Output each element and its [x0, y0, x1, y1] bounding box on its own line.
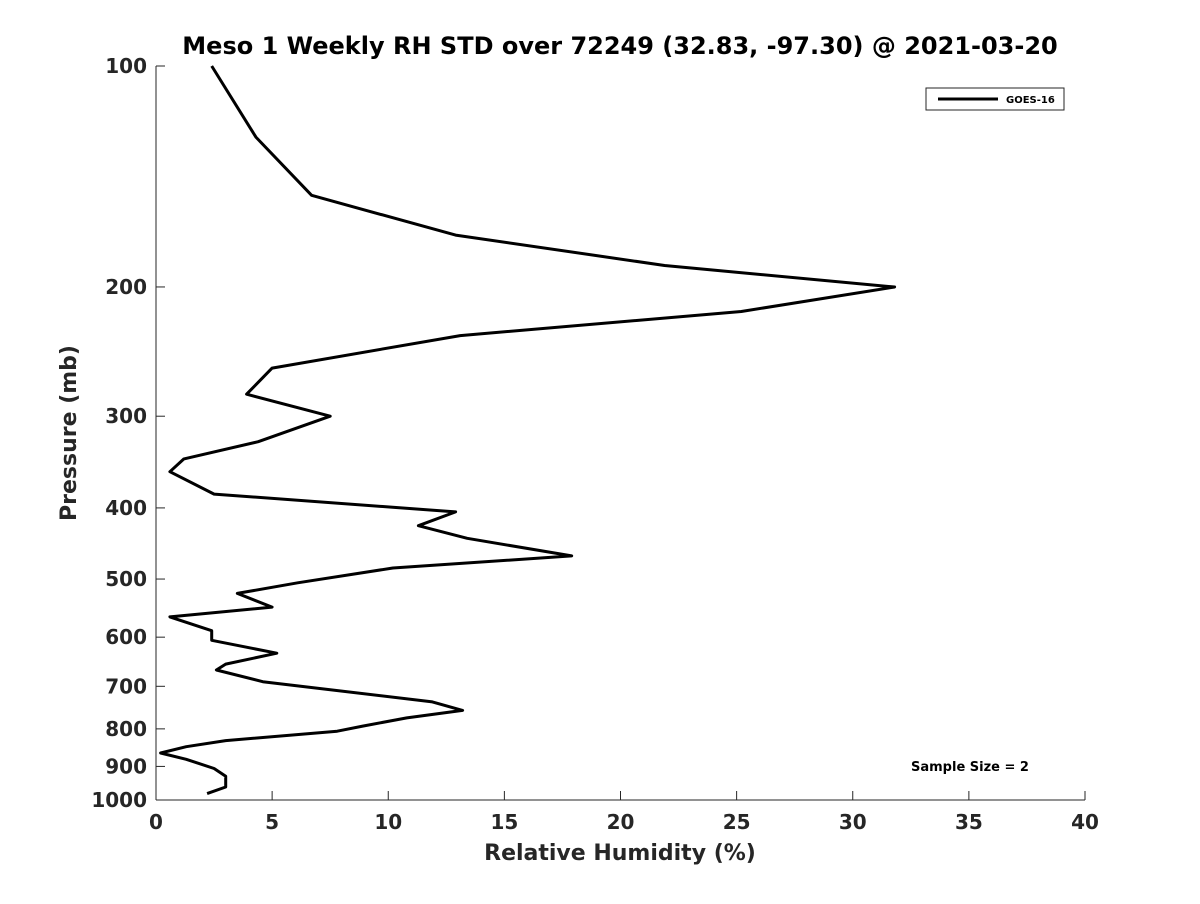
- x-axis-label: Relative Humidity (%): [484, 841, 756, 866]
- y-tick-label: 400: [105, 496, 147, 520]
- legend: GOES-16: [925, 87, 1065, 111]
- x-tick-label: 10: [374, 810, 402, 834]
- y-tick-label: 700: [105, 674, 147, 698]
- x-tick-label: 40: [1071, 810, 1099, 834]
- y-tick-label: 100: [105, 54, 147, 78]
- y-tick-label: 600: [105, 625, 147, 649]
- y-tick-label: 800: [105, 717, 147, 741]
- x-tick-label: 15: [490, 810, 518, 834]
- sample-size-note: Sample Size = 2: [911, 760, 1029, 775]
- y-tick-label: 1000: [91, 788, 147, 812]
- chart-title: Meso 1 Weekly RH STD over 72249 (32.83, …: [182, 32, 1057, 60]
- legend-label-goes-16: GOES-16: [1006, 95, 1055, 106]
- x-tick-label: 20: [607, 810, 635, 834]
- y-tick-label: 500: [105, 567, 147, 591]
- x-tick-label: 5: [265, 810, 279, 834]
- x-axis-ticks: 0 5 10 15 20 25 30 35 40: [149, 791, 1099, 834]
- series-layer: [159, 65, 897, 796]
- x-tick-label: 35: [955, 810, 983, 834]
- x-tick-label: 30: [839, 810, 867, 834]
- y-tick-label: 300: [105, 404, 147, 428]
- y-tick-label: 200: [105, 275, 147, 299]
- series-line-0: [159, 65, 897, 796]
- y-axis-ticks: 100 200 300 400 500 600 700 800 900 1000: [91, 54, 165, 812]
- x-tick-label: 0: [149, 810, 163, 834]
- y-tick-label: 900: [105, 754, 147, 778]
- y-axis-label: Pressure (mb): [57, 345, 82, 521]
- x-tick-label: 25: [723, 810, 751, 834]
